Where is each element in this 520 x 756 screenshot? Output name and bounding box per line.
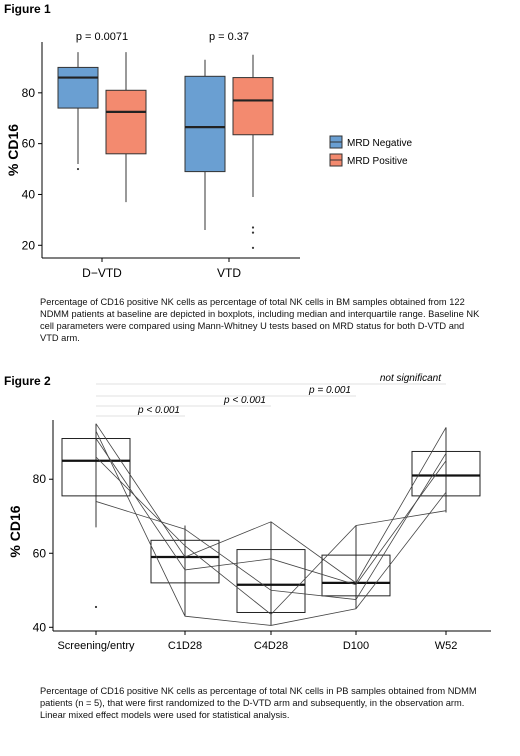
patient-trajectory — [95, 453, 447, 600]
y-tick-label: 80 — [22, 86, 36, 100]
patient-trajectory — [95, 430, 447, 626]
box-iqr — [236, 549, 306, 613]
x-tick-label: C4D28 — [254, 640, 288, 652]
x-tick-label: D100 — [343, 640, 369, 652]
y-tick-label: 40 — [22, 187, 36, 201]
y-tick-label: 60 — [33, 546, 47, 560]
box-outlier — [94, 605, 98, 609]
figure2-title: Figure 2 — [4, 374, 51, 388]
box-iqr — [411, 450, 481, 497]
y-tick-label: 40 — [33, 620, 47, 634]
figure2-boxplot: 40 60 80 Screening/entry C1D28 C4D28 D100 W52 % … — [7, 373, 491, 652]
x-tick-label: Screening/entry — [57, 640, 135, 652]
x-tick-label: VTD — [217, 266, 241, 280]
box-outlier — [251, 226, 255, 229]
box-iqr — [105, 89, 147, 155]
figure1-caption: Percentage of CD16 positive NK cells as … — [40, 297, 480, 343]
box-iqr — [321, 554, 391, 597]
y-axis-label: % CD16 — [7, 505, 23, 557]
p-value-annotation: p = 0.0071 — [76, 31, 128, 43]
box-iqr — [184, 75, 226, 173]
figure2-caption: Percentage of CD16 positive NK cells as … — [40, 686, 477, 720]
patient-trajectory — [95, 456, 447, 615]
x-tick-label: D−VTD — [82, 266, 122, 280]
comparison-p-value: p < 0.001 — [223, 395, 266, 406]
legend-label: MRD Positive — [347, 156, 408, 167]
p-value-annotation: p = 0.37 — [209, 31, 249, 43]
comparison-p-value: not significant — [380, 373, 442, 384]
x-tick-label: W52 — [435, 640, 458, 652]
figure1-boxplot: 20 40 60 80 D−VTD VTD % CD16 p = 0.0071 p = 0.37… — [5, 31, 412, 280]
box-outlier — [76, 167, 80, 171]
box-iqr — [57, 66, 99, 109]
box-iqr — [232, 77, 274, 136]
comparison-p-value: p < 0.001 — [137, 405, 180, 416]
legend-label: MRD Negative — [347, 138, 412, 149]
box-outlier — [251, 246, 255, 249]
patient-trajectory — [95, 423, 447, 584]
figure1-title: Figure 1 — [4, 2, 51, 16]
y-axis-label: % CD16 — [5, 124, 21, 176]
y-tick-label: 60 — [22, 137, 36, 151]
x-tick-label: C1D28 — [168, 640, 202, 652]
box-iqr — [150, 539, 220, 584]
y-tick-label: 20 — [22, 238, 36, 252]
y-tick-label: 80 — [33, 472, 47, 486]
patient-trajectory — [95, 438, 447, 586]
box-outlier — [251, 231, 255, 234]
comparison-p-value: p = 0.001 — [308, 385, 351, 396]
